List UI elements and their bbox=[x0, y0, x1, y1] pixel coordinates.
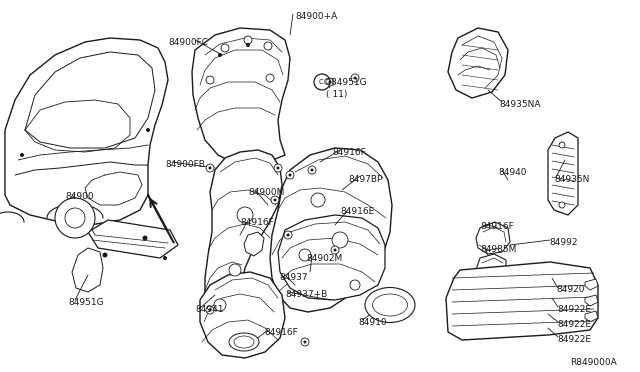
Circle shape bbox=[266, 74, 274, 82]
Text: 84900FC: 84900FC bbox=[168, 38, 208, 47]
Circle shape bbox=[214, 299, 226, 311]
Text: 84916F: 84916F bbox=[264, 328, 298, 337]
Circle shape bbox=[229, 264, 241, 276]
Circle shape bbox=[303, 340, 307, 343]
Text: 84922E: 84922E bbox=[557, 305, 591, 314]
Circle shape bbox=[332, 232, 348, 248]
Polygon shape bbox=[476, 222, 510, 254]
Polygon shape bbox=[585, 295, 598, 306]
Text: 8497BP: 8497BP bbox=[348, 175, 382, 184]
Circle shape bbox=[206, 306, 214, 314]
Text: 84935NA: 84935NA bbox=[499, 100, 541, 109]
Text: 84992: 84992 bbox=[549, 238, 577, 247]
Ellipse shape bbox=[365, 288, 415, 323]
Circle shape bbox=[308, 166, 316, 174]
Polygon shape bbox=[72, 248, 103, 292]
Ellipse shape bbox=[372, 294, 408, 316]
Text: 84916E: 84916E bbox=[340, 207, 374, 216]
Polygon shape bbox=[270, 148, 392, 312]
Circle shape bbox=[218, 53, 222, 57]
Circle shape bbox=[284, 231, 292, 239]
Circle shape bbox=[331, 246, 339, 254]
Circle shape bbox=[163, 256, 167, 260]
Circle shape bbox=[102, 253, 108, 257]
Circle shape bbox=[301, 338, 309, 346]
Polygon shape bbox=[205, 150, 282, 332]
Polygon shape bbox=[192, 28, 290, 165]
Text: R849000A: R849000A bbox=[570, 358, 617, 367]
Polygon shape bbox=[200, 272, 285, 358]
Polygon shape bbox=[446, 262, 598, 340]
Circle shape bbox=[65, 208, 85, 228]
Polygon shape bbox=[585, 279, 598, 290]
Polygon shape bbox=[5, 38, 168, 225]
Circle shape bbox=[55, 198, 95, 238]
Text: 84920: 84920 bbox=[556, 285, 584, 294]
Text: 84951G: 84951G bbox=[68, 298, 104, 307]
Circle shape bbox=[350, 280, 360, 290]
Text: 84937: 84937 bbox=[279, 273, 308, 282]
Circle shape bbox=[276, 167, 280, 170]
Polygon shape bbox=[476, 254, 506, 280]
Text: 84940: 84940 bbox=[498, 168, 527, 177]
Circle shape bbox=[274, 164, 282, 172]
Circle shape bbox=[559, 142, 565, 148]
Circle shape bbox=[299, 249, 311, 261]
Text: 84985M: 84985M bbox=[480, 245, 516, 254]
Circle shape bbox=[310, 169, 314, 171]
Text: C: C bbox=[319, 79, 324, 85]
Text: 84922E: 84922E bbox=[557, 320, 591, 329]
Text: 84916F: 84916F bbox=[480, 222, 514, 231]
Ellipse shape bbox=[234, 336, 254, 348]
Circle shape bbox=[287, 234, 289, 237]
Circle shape bbox=[326, 78, 334, 86]
Circle shape bbox=[20, 153, 24, 157]
Circle shape bbox=[273, 199, 276, 202]
Circle shape bbox=[559, 202, 565, 208]
Circle shape bbox=[353, 77, 356, 80]
Polygon shape bbox=[585, 311, 598, 322]
Text: 84900+A: 84900+A bbox=[295, 12, 337, 21]
Text: 84910: 84910 bbox=[358, 318, 387, 327]
Circle shape bbox=[237, 207, 253, 223]
Text: 84900FB: 84900FB bbox=[165, 160, 205, 169]
Circle shape bbox=[209, 167, 211, 170]
Text: 84916F: 84916F bbox=[240, 218, 274, 227]
Circle shape bbox=[246, 43, 250, 47]
Text: 84900: 84900 bbox=[65, 192, 93, 201]
Circle shape bbox=[271, 196, 279, 204]
Circle shape bbox=[286, 171, 294, 179]
Polygon shape bbox=[88, 220, 178, 258]
Circle shape bbox=[221, 44, 229, 52]
Polygon shape bbox=[448, 28, 508, 98]
Text: ©84951G: ©84951G bbox=[323, 78, 367, 87]
Text: 84937+B: 84937+B bbox=[285, 290, 327, 299]
Circle shape bbox=[311, 193, 325, 207]
Polygon shape bbox=[548, 132, 578, 215]
Circle shape bbox=[289, 173, 291, 176]
Circle shape bbox=[146, 128, 150, 132]
Circle shape bbox=[333, 248, 337, 251]
Text: 84902M: 84902M bbox=[306, 254, 342, 263]
Circle shape bbox=[264, 42, 272, 50]
Circle shape bbox=[143, 235, 147, 241]
Circle shape bbox=[206, 164, 214, 172]
Circle shape bbox=[209, 308, 211, 311]
Circle shape bbox=[351, 74, 359, 82]
Text: 84941: 84941 bbox=[195, 305, 223, 314]
Circle shape bbox=[314, 74, 330, 90]
Circle shape bbox=[244, 36, 252, 44]
Circle shape bbox=[328, 80, 332, 83]
Text: ( 11): ( 11) bbox=[326, 90, 348, 99]
Text: 84935N: 84935N bbox=[554, 175, 589, 184]
Text: 84922E: 84922E bbox=[557, 335, 591, 344]
Ellipse shape bbox=[229, 333, 259, 351]
Text: 84900M: 84900M bbox=[248, 188, 284, 197]
Text: 84916F: 84916F bbox=[332, 148, 365, 157]
Polygon shape bbox=[278, 215, 385, 300]
Polygon shape bbox=[244, 232, 264, 256]
Circle shape bbox=[206, 76, 214, 84]
